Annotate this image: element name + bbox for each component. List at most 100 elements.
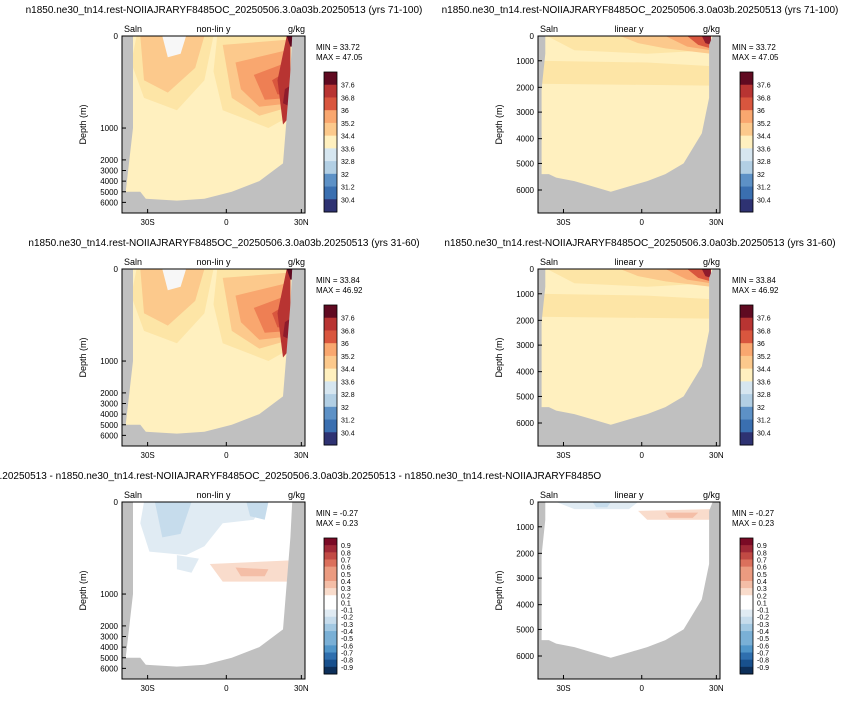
- colorbar-box: [740, 305, 753, 319]
- panel-4: 0 1000 2000 3000 4000 5000 6000 30S 0 30N Depth (m…: [444, 238, 835, 460]
- colorbar-box: [324, 573, 337, 582]
- colorbar-box: [740, 588, 753, 596]
- colorbar-label: 36: [341, 341, 349, 348]
- land-mask: [538, 502, 720, 679]
- colorbar-box: [740, 659, 753, 668]
- colorbar-label: 0.1: [757, 600, 767, 607]
- colorbar-box: [324, 638, 337, 646]
- colorbar-frame: [323, 537, 338, 675]
- colorbar-box: [324, 368, 337, 382]
- colorbar-label: -0.7: [757, 651, 769, 658]
- colorbar-box: [740, 161, 753, 175]
- colorbar-box: [740, 609, 753, 618]
- plot-frame: [537, 35, 721, 214]
- colorbar-box: [740, 330, 753, 344]
- x-tick-label: 0: [224, 218, 229, 227]
- colorbar-box: [324, 186, 337, 200]
- colorbar: 0.90.80.70.60.50.40.30.20.1-0.1-0.2-0.3-…: [739, 537, 769, 675]
- plot-frame: [121, 268, 306, 447]
- colorbar-label: 0.7: [341, 557, 351, 564]
- colorbar-box: [324, 97, 337, 111]
- y-tick-label: 1000: [100, 590, 118, 599]
- colorbar-box: [740, 122, 753, 137]
- y-tick-label: 5000: [100, 188, 118, 197]
- x-tick-label: 30S: [141, 684, 155, 693]
- colorbar-box: [740, 595, 753, 603]
- land-mask: [538, 36, 720, 213]
- y-tick-label: 1000: [516, 523, 534, 532]
- y-tick-label: 2000: [516, 549, 534, 558]
- colorbar-box: [740, 186, 753, 200]
- colorbar-label: 34.4: [757, 134, 771, 141]
- plot-frame: [121, 501, 306, 680]
- colorbar-label: 37.6: [757, 83, 771, 90]
- panel-title: n1850.ne30_tn14.rest-NOIIAJRARYF8485OC_2…: [442, 5, 839, 16]
- colorbar-label: 0.5: [757, 572, 767, 579]
- panel-title: ARYF8485OC_20250506.3.0a03b.20250513 - n…: [0, 471, 601, 482]
- colorbar-box: [324, 652, 337, 661]
- colorbar-label: -0.8: [341, 658, 353, 665]
- field-region: [154, 502, 192, 538]
- y-tick-label: 6000: [516, 419, 534, 428]
- colorbar-box: [740, 616, 753, 625]
- colorbar-label: 35.2: [757, 121, 771, 128]
- x-tick-label: 30S: [556, 218, 570, 227]
- colorbar-box: [740, 173, 753, 188]
- colorbar-label: 0.6: [757, 565, 767, 572]
- colorbar-label: 36: [757, 108, 765, 115]
- colorbar-label: -0.1: [341, 608, 353, 615]
- y-tick-label: 2000: [516, 83, 534, 92]
- x-tick-label: 0: [640, 218, 645, 227]
- colorbar-box: [324, 173, 337, 188]
- y-tick-label: 5000: [516, 392, 534, 401]
- colorbar-box: [324, 110, 337, 124]
- colorbar-box: [324, 381, 337, 395]
- colorbar-label: 0.3: [757, 586, 767, 593]
- y-tick-label: 5000: [516, 159, 534, 168]
- colorbar-label: 34.4: [341, 367, 355, 374]
- colorbar-label: 34.4: [757, 367, 771, 374]
- colorbar-label: 0.9: [757, 543, 767, 550]
- colorbar-label: -0.5: [757, 636, 769, 643]
- colorbar-label: 36.8: [757, 328, 771, 335]
- y-tick-label: 6000: [100, 664, 118, 673]
- colorbar-label: -0.7: [341, 651, 353, 658]
- y-tick-label: 5000: [516, 625, 534, 634]
- field-region: [592, 502, 611, 508]
- plot-frame: [537, 501, 721, 680]
- colorbar-box: [324, 559, 337, 568]
- panel-title: n1850.ne30_tn14.rest-NOIIAJRARYF8485OC_2…: [444, 238, 835, 249]
- stat-min: MIN = 33.84: [732, 276, 776, 285]
- field-region: [235, 567, 269, 577]
- colorbar-frame: [739, 71, 754, 213]
- units-label: g/kg: [703, 490, 720, 500]
- colorbar-box: [324, 72, 337, 86]
- colorbar-box: [740, 368, 753, 382]
- colorbar-box: [324, 659, 337, 668]
- units-label: g/kg: [288, 490, 305, 500]
- colorbar-label: 31.2: [341, 185, 355, 192]
- scale-label: non-lin y: [196, 490, 231, 500]
- colorbar-label: 30.4: [341, 197, 355, 204]
- plot-frame: [121, 35, 306, 214]
- y-tick-label: 1000: [516, 290, 534, 299]
- colorbar-box: [324, 580, 337, 589]
- land-mask: [122, 502, 305, 679]
- y-axis-label: Depth (m): [494, 570, 504, 610]
- colorbar-box: [324, 552, 337, 560]
- colorbar-box: [740, 580, 753, 589]
- field-region: [246, 502, 269, 520]
- colorbar-label: 0.2: [757, 593, 767, 600]
- stat-max: MAX = 47.05: [316, 53, 363, 62]
- colorbar-label: 37.6: [757, 316, 771, 323]
- field-region: [538, 293, 711, 319]
- land-mask: [122, 269, 305, 446]
- colorbar-label: 0.9: [341, 543, 351, 550]
- y-tick-label: 0: [530, 498, 535, 507]
- colorbar-box: [740, 538, 753, 546]
- field-region: [701, 269, 711, 278]
- x-tick-label: 30N: [709, 451, 724, 460]
- colorbar-frame: [739, 537, 754, 675]
- colorbar-box: [324, 330, 337, 344]
- units-label: g/kg: [288, 24, 305, 34]
